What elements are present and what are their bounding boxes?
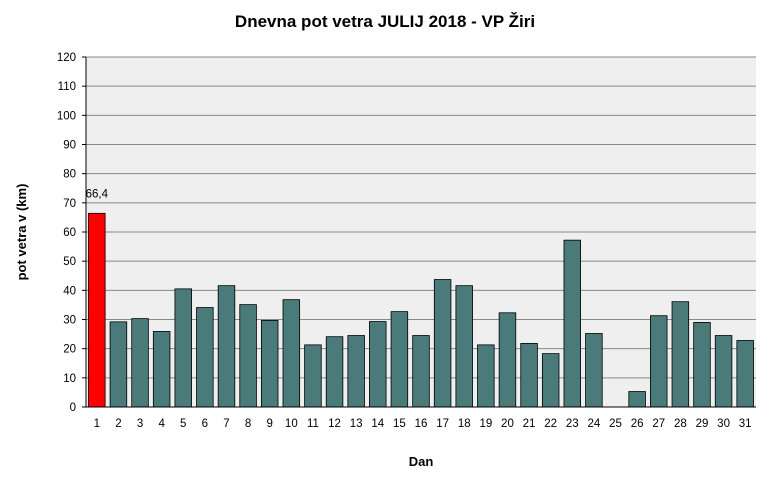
x-tick-label: 21 <box>523 418 536 430</box>
bar-day-2 <box>109 321 128 408</box>
y-tick-label: 60 <box>63 227 76 239</box>
x-tick-label: 15 <box>393 418 406 430</box>
bar-day-26 <box>628 391 646 408</box>
x-tick-label: 14 <box>371 418 384 430</box>
bar-day-12 <box>325 336 344 408</box>
bar-day-24 <box>585 333 603 408</box>
x-tick-label: 16 <box>415 418 428 430</box>
bar-day-19 <box>477 344 495 408</box>
x-tick-label: 29 <box>696 418 709 430</box>
y-axis-label: pot vetra v (km) <box>14 184 29 281</box>
x-tick-label: 11 <box>307 418 319 430</box>
bar-day-29 <box>693 322 711 408</box>
y-tick-label: 40 <box>63 285 76 297</box>
x-tick-label: 9 <box>267 418 273 430</box>
bar-day-22 <box>541 353 560 408</box>
y-tick-label: 100 <box>57 110 76 122</box>
y-tick-label: 70 <box>63 198 76 210</box>
bar-day-28 <box>671 301 690 408</box>
x-tick-labels: 1 2 3 4 5 6 7 8 9 10 11 12 13 14 15 16 17 18 19 20 21 22 23 24 2… <box>94 418 752 430</box>
bar-day-17 <box>433 279 452 408</box>
bar-day-6 <box>196 307 214 408</box>
bar-day-14 <box>369 321 387 408</box>
y-tick-label: 120 <box>57 52 76 64</box>
y-tick-label: 30 <box>63 315 76 327</box>
bar-day-9 <box>260 319 279 408</box>
x-tick-label: 5 <box>180 418 186 430</box>
bar-day-3 <box>131 318 149 408</box>
x-tick-label: 6 <box>202 418 208 430</box>
x-tick-label: 2 <box>115 418 121 430</box>
bar-day-11 <box>304 344 322 408</box>
x-tick-label: 26 <box>631 418 644 430</box>
y-tick-label: 50 <box>63 256 76 268</box>
bars <box>88 212 754 408</box>
bar-day-4 <box>152 331 171 408</box>
bar-day-30 <box>714 335 733 408</box>
x-tick-label: 23 <box>566 418 579 430</box>
bar-day-16 <box>412 335 430 408</box>
bar-day-7 <box>217 285 236 408</box>
x-tick-label: 19 <box>479 418 492 430</box>
data-label: 66,4 <box>86 188 109 200</box>
x-tick-label: 22 <box>544 418 557 430</box>
bar-day-5 <box>174 288 192 408</box>
y-tick-label: 0 <box>70 402 76 414</box>
x-tick-label: 10 <box>285 418 298 430</box>
x-tick-label: 27 <box>652 418 665 430</box>
y-tick-label: 80 <box>63 169 76 181</box>
x-tick-label: 20 <box>501 418 514 430</box>
x-tick-label: 17 <box>436 418 449 430</box>
bar-day-1 <box>88 212 106 408</box>
x-tick-label: 18 <box>458 418 471 430</box>
x-tick-label: 25 <box>609 418 622 430</box>
y-tick-label: 90 <box>63 140 76 152</box>
x-axis-label: Dan <box>409 454 434 469</box>
x-tick-label: 24 <box>588 418 601 430</box>
bar-day-23 <box>563 239 582 408</box>
x-tick-label: 3 <box>137 418 143 430</box>
y-tick-label: 110 <box>58 81 76 93</box>
x-tick-label: 30 <box>717 418 730 430</box>
bar-day-31 <box>736 340 754 408</box>
x-tick-label: 8 <box>245 418 251 430</box>
x-tick-label: 7 <box>223 418 229 430</box>
x-tick-label: 28 <box>674 418 687 430</box>
chart-title: Dnevna pot vetra JULIJ 2018 - VP Žiri <box>235 12 535 31</box>
bar-day-18 <box>455 285 473 408</box>
bar-day-8 <box>239 304 257 408</box>
x-tick-label: 1 <box>94 418 100 430</box>
y-tick-label: 20 <box>63 344 76 356</box>
x-tick-label: 12 <box>328 418 341 430</box>
bar-day-20 <box>498 312 517 408</box>
bar-day-15 <box>390 311 409 408</box>
bar-day-13 <box>347 335 365 408</box>
x-tick-label: 13 <box>350 418 363 430</box>
x-tick-label: 4 <box>158 418 165 430</box>
x-tick-label: 31 <box>739 418 752 430</box>
bar-day-21 <box>520 343 538 408</box>
bar-day-27 <box>650 315 668 408</box>
y-tick-label: 10 <box>63 373 76 385</box>
bar-day-10 <box>282 299 301 408</box>
data-labels: 66,4 <box>86 188 109 200</box>
y-tick-labels: 0 10 20 30 40 50 60 70 80 90 100 110 120 <box>57 52 86 414</box>
